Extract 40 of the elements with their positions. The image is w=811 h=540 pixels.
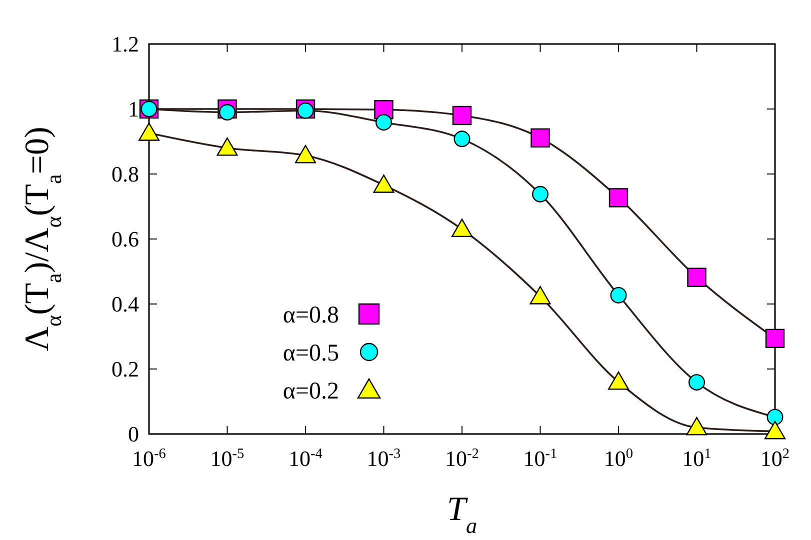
x-tick-label: 10$^{-1}$ — [523, 446, 558, 471]
point — [530, 128, 550, 148]
point — [765, 328, 785, 348]
x-tick-label: 10$^{-3}$ — [366, 446, 401, 471]
point — [216, 138, 238, 156]
x-tick-label: 10$^{-6}$ — [132, 446, 166, 471]
y-tick-label: 1.2 — [112, 32, 139, 57]
legend-label: α=0.2 — [282, 378, 339, 404]
x-tick-label: 10$^{-5}$ — [210, 446, 244, 471]
point — [532, 186, 548, 202]
point — [766, 408, 784, 426]
point — [610, 286, 627, 304]
point — [530, 286, 551, 304]
x-tick-label: 10$^{-2}$ — [445, 446, 479, 471]
point — [688, 374, 705, 391]
x-tick-label: 10$^{2}$ — [760, 446, 790, 471]
point — [764, 420, 786, 440]
y-tick-label: 0.6 — [112, 226, 139, 252]
point — [138, 122, 160, 141]
point — [687, 268, 706, 287]
x-tick-label: 10$^{1}$ — [682, 446, 712, 471]
point — [608, 188, 628, 208]
point — [452, 106, 472, 126]
y-tick-label: 0 — [128, 422, 139, 447]
y-tick-label: 0.8 — [112, 162, 139, 187]
legend-label: α=0.5 — [282, 340, 339, 366]
point — [608, 372, 629, 390]
x-axis-title: T$_{a}$ — [447, 491, 477, 538]
point — [295, 144, 316, 164]
x-tick-label: 10$^{-4}$ — [288, 446, 322, 471]
point — [376, 114, 392, 131]
y-tick-label: 1 — [128, 96, 139, 122]
point — [373, 174, 394, 193]
x-tick-label: 10$^{0}$ — [604, 446, 634, 471]
point — [454, 130, 470, 148]
y-tick-label: 0.2 — [112, 356, 139, 382]
y-tick-label: 0.4 — [112, 292, 139, 317]
legend-label: α=0.8 — [282, 302, 339, 328]
point — [686, 417, 708, 436]
point — [452, 218, 472, 238]
